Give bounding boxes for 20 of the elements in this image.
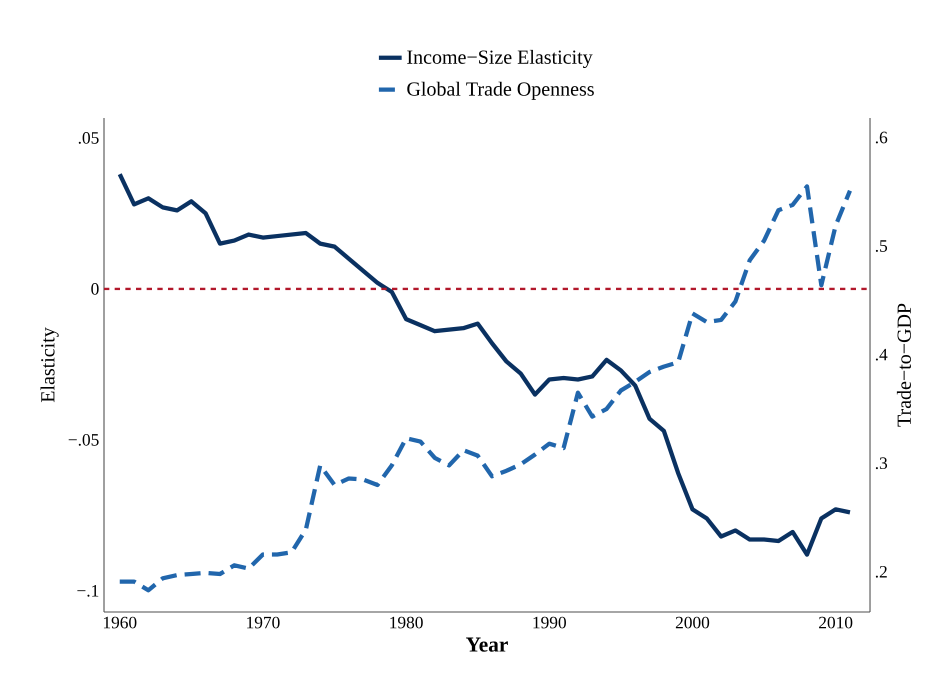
- y2-axis-title: Trade−to−GDP: [896, 304, 911, 427]
- x-axis-title: Year: [466, 638, 508, 652]
- x-tick-label: 1980: [390, 616, 423, 628]
- x-tick-label: 1990: [533, 616, 566, 628]
- y-tick-label: .05: [78, 132, 99, 144]
- x-tick-label: 2000: [676, 616, 710, 628]
- y2-tick-label: .4: [876, 348, 888, 361]
- y-tick-label: −.1: [77, 585, 98, 597]
- y2-tick-label: .6: [876, 132, 888, 144]
- y-tick-label: 0: [91, 283, 99, 295]
- legend-label: Income−Size Elasticity: [407, 50, 593, 68]
- x-tick-label: 1970: [247, 616, 280, 628]
- y2-tick-label: .5: [876, 240, 888, 252]
- x-tick-label: 1960: [104, 616, 136, 628]
- y2-tick-label: .3: [876, 457, 888, 470]
- y2-tick-label: .2: [876, 566, 887, 578]
- y-tick-label: −.05: [68, 434, 99, 446]
- y-axis-title: Elasticity: [40, 327, 59, 402]
- x-tick-label: 2010: [819, 616, 852, 628]
- legend-label: Global Trade Openness: [407, 82, 594, 100]
